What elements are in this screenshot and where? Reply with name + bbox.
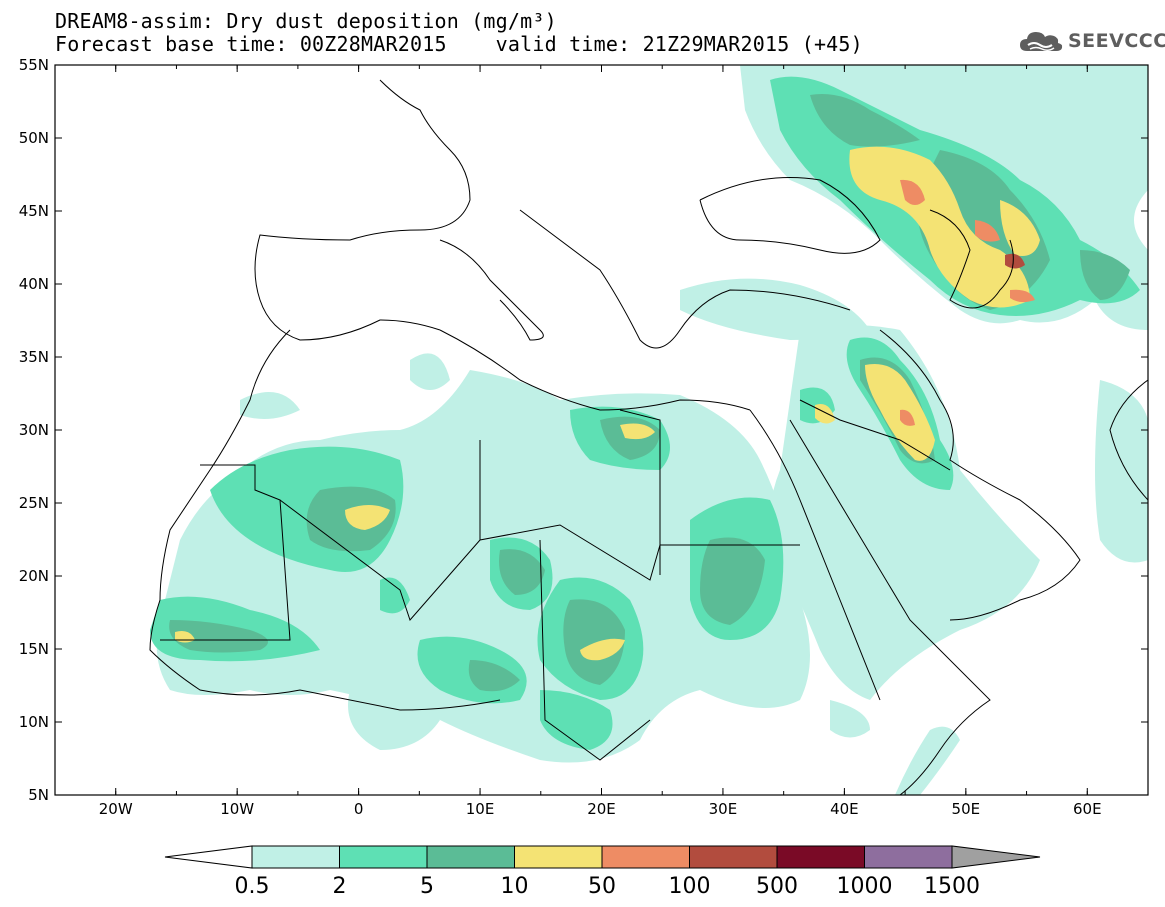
coast-west-africa bbox=[149, 329, 501, 711]
longitude-ticks bbox=[54, 65, 1149, 795]
cloud-icon bbox=[1020, 32, 1063, 52]
seevccc-logo: SEEVCCC bbox=[1018, 26, 1165, 56]
coast-north-africa bbox=[439, 329, 751, 411]
lat-label: 40N bbox=[19, 275, 49, 293]
lon-label: 30E bbox=[709, 800, 738, 818]
colorbar-under-triangle bbox=[164, 845, 253, 869]
lat-label: 30N bbox=[19, 421, 49, 439]
coast-iberia-france bbox=[254, 79, 471, 341]
coast-caspian bbox=[929, 209, 1014, 309]
border-middle-east bbox=[799, 399, 951, 471]
lat-label: 10N bbox=[19, 713, 49, 731]
coast-arabian-peninsula bbox=[879, 329, 1081, 621]
colorbar-label: 10 bbox=[501, 874, 529, 899]
colorbar-segment bbox=[426, 845, 515, 869]
colorbar-segment bbox=[601, 845, 690, 869]
coastlines-and-borders bbox=[149, 79, 1148, 795]
logo-text: SEEVCCC bbox=[1068, 30, 1165, 52]
border-sahel bbox=[279, 499, 800, 621]
colorbar-segment bbox=[776, 845, 865, 869]
colorbar-segment bbox=[864, 845, 953, 869]
lat-label: 50N bbox=[19, 129, 49, 147]
colorbar bbox=[164, 845, 1041, 869]
colorbar-label: 100 bbox=[669, 874, 711, 899]
lat-label: 45N bbox=[19, 202, 49, 220]
coast-balkans-turkey bbox=[519, 209, 851, 349]
map-title: DREAM8-assim: Dry dust deposition (mg/m³… bbox=[55, 9, 557, 33]
coast-black-sea bbox=[699, 177, 881, 254]
latitude-ticks bbox=[55, 64, 1148, 796]
lon-label: 10E bbox=[466, 800, 495, 818]
colorbar-segment bbox=[251, 845, 340, 869]
forecast-time-line: Forecast base time: 00Z28MAR2015 valid t… bbox=[55, 32, 863, 56]
lon-label: 0 bbox=[354, 800, 364, 818]
deposition-level-100 bbox=[1005, 253, 1025, 269]
border-chad bbox=[539, 539, 651, 761]
colorbar-label: 2 bbox=[333, 874, 347, 899]
lat-label: 20N bbox=[19, 567, 49, 585]
coast-red-sea-west bbox=[749, 409, 881, 701]
coast-arabia-horn bbox=[789, 419, 991, 795]
coast-italy bbox=[439, 239, 544, 341]
lon-label: 60E bbox=[1073, 800, 1102, 818]
lat-label: 55N bbox=[19, 56, 49, 74]
border-libya-egypt bbox=[479, 409, 661, 575]
colorbar-label: 0.5 bbox=[235, 874, 270, 899]
colorbar-label: 500 bbox=[756, 874, 798, 899]
longitude-labels: 20W 10W 0 10E 20E 30E 40E 50E 60E bbox=[99, 800, 1102, 818]
colorbar-labels: 0.5 2 5 10 50 100 500 1000 1500 bbox=[235, 874, 981, 899]
colorbar-segment bbox=[339, 845, 428, 869]
latitude-labels: 55N 50N 45N 40N 35N 30N 25N 20N 15N 10N 5N bbox=[19, 56, 49, 804]
colorbar-segment bbox=[514, 845, 603, 869]
colorbar-over-triangle bbox=[951, 845, 1041, 869]
deposition-level-50 bbox=[900, 179, 1035, 426]
coast-iran-pakistan bbox=[1109, 379, 1148, 501]
lon-label: 20W bbox=[99, 800, 133, 818]
border-mauritania bbox=[160, 464, 291, 641]
lat-label: 25N bbox=[19, 494, 49, 512]
lat-label: 15N bbox=[19, 640, 49, 658]
colorbar-segment bbox=[689, 845, 778, 869]
lon-label: 20E bbox=[587, 800, 616, 818]
lon-label: 50E bbox=[952, 800, 981, 818]
colorbar-label: 50 bbox=[588, 874, 616, 899]
lon-label: 10W bbox=[220, 800, 254, 818]
lon-label: 40E bbox=[830, 800, 859, 818]
colorbar-label: 1500 bbox=[924, 874, 980, 899]
lat-label: 5N bbox=[28, 786, 49, 804]
lat-label: 35N bbox=[19, 348, 49, 366]
colorbar-label: 1000 bbox=[837, 874, 893, 899]
colorbar-label: 5 bbox=[420, 874, 434, 899]
